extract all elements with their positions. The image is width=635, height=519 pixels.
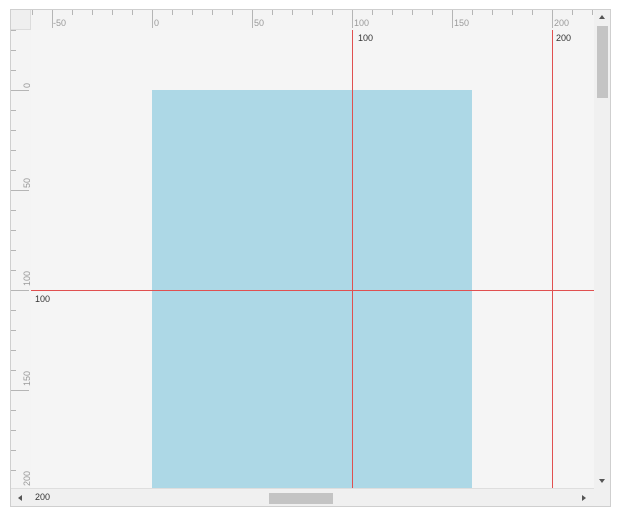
vertical-guide-200-label: 200 [556, 33, 572, 43]
h-ruler-label-150: 150 [454, 18, 470, 28]
h-ruler-label-50: 50 [254, 18, 265, 28]
arrow-left-icon [18, 495, 22, 501]
vertical-guide-100-label: 100 [358, 33, 374, 43]
horizontal-guide-100[interactable] [31, 290, 594, 291]
blue-rectangle-shape[interactable] [152, 90, 472, 488]
vertical-scroll-thumb[interactable] [597, 26, 608, 98]
scroll-down-button[interactable] [594, 474, 610, 488]
arrow-up-icon [599, 15, 605, 19]
ruler-corner [11, 10, 31, 30]
horizontal-scroll-thumb[interactable] [269, 493, 333, 504]
diagram-editor: -50 0 50 100 150 200 0 50 100 150 200 10… [10, 9, 611, 507]
h-ruler-label-100: 100 [354, 18, 370, 28]
horizontal-ruler[interactable]: -50 0 50 100 150 200 [31, 10, 594, 30]
horizontal-scrollbar[interactable]: 200 [11, 488, 594, 506]
vertical-ruler[interactable]: 0 50 100 150 200 [11, 30, 32, 488]
vertical-ruler-ticks [11, 30, 29, 471]
horizontal-ruler-ticks [32, 10, 593, 28]
arrow-down-icon [599, 479, 605, 483]
arrow-right-icon [582, 495, 586, 501]
horizontal-guide-100-label: 100 [35, 294, 51, 304]
scroll-left-button[interactable] [13, 491, 27, 505]
vertical-scrollbar[interactable] [594, 10, 610, 488]
h-ruler-label-0: 0 [154, 18, 160, 28]
scroll-up-button[interactable] [594, 10, 610, 24]
scroll-right-button[interactable] [577, 491, 591, 505]
drawing-canvas[interactable]: 100 200 100 [31, 30, 594, 488]
vertical-guide-200[interactable] [552, 30, 553, 488]
h-ruler-label-200: 200 [554, 18, 570, 28]
h-ruler-label-minus50: -50 [53, 18, 67, 28]
vertical-guide-100[interactable] [352, 30, 353, 488]
horizontal-guide-200-label: 200 [35, 492, 51, 502]
scrollbar-corner [594, 488, 610, 506]
